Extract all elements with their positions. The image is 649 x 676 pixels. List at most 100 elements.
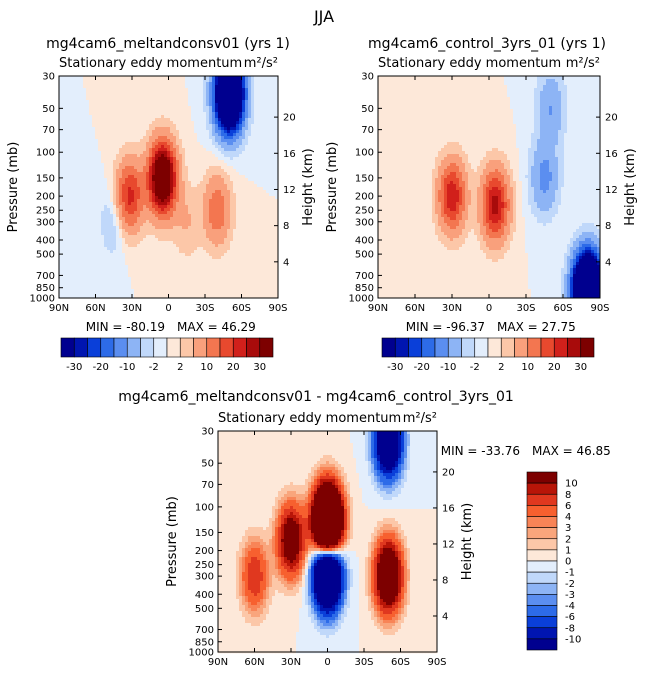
field-cell <box>194 184 198 188</box>
field-cell <box>80 223 84 227</box>
field-cell <box>149 256 153 260</box>
field-cell <box>89 229 93 233</box>
field-cell <box>134 160 138 164</box>
field-cell <box>236 193 240 197</box>
field-cell <box>242 274 246 278</box>
field-cell <box>164 262 168 266</box>
field-cell <box>104 223 108 227</box>
field-cell <box>110 82 114 86</box>
field-cell <box>215 196 219 200</box>
field-cell <box>110 271 114 275</box>
field-cell <box>125 127 129 131</box>
field-cell <box>59 229 63 233</box>
field-cell <box>179 232 183 236</box>
field-cell <box>80 157 84 161</box>
field-cell <box>200 220 204 224</box>
field-cell <box>119 211 123 215</box>
field-cell <box>95 79 99 83</box>
field-cell <box>149 100 153 104</box>
field-cell <box>128 265 132 269</box>
field-cell <box>236 268 240 272</box>
field-cell <box>170 112 174 116</box>
field-cell <box>131 220 135 224</box>
field-cell <box>263 247 267 251</box>
field-cell <box>116 79 120 83</box>
field-cell <box>131 208 135 212</box>
field-cell <box>197 271 201 275</box>
field-cell <box>140 268 144 272</box>
field-cell <box>212 145 216 149</box>
field-cell <box>176 85 180 89</box>
field-cell <box>224 199 228 203</box>
field-cell <box>188 103 192 107</box>
field-cell <box>155 202 159 206</box>
field-cell <box>236 91 240 95</box>
field-cell <box>260 136 264 140</box>
field-cell <box>257 190 261 194</box>
field-cell <box>185 262 189 266</box>
field-cell <box>176 136 180 140</box>
field-cell <box>161 139 165 143</box>
field-cell <box>260 193 264 197</box>
field-cell <box>179 265 183 269</box>
field-cell <box>221 157 225 161</box>
field-cell <box>65 121 69 125</box>
field-cell <box>266 229 270 233</box>
field-cell <box>107 157 111 161</box>
field-cell <box>122 226 126 230</box>
field-cell <box>83 220 87 224</box>
field-cell <box>248 121 252 125</box>
field-cell <box>119 268 123 272</box>
field-cell <box>128 235 132 239</box>
field-cell <box>206 187 210 191</box>
field-cell <box>101 148 105 152</box>
field-cell <box>77 94 81 98</box>
field-cell <box>65 154 69 158</box>
field-cell <box>140 127 144 131</box>
field-cell <box>71 235 75 239</box>
field-cell <box>68 235 72 239</box>
field-cell <box>230 211 234 215</box>
field-cell <box>104 151 108 155</box>
field-cell <box>167 145 171 149</box>
field-cell <box>233 148 237 152</box>
field-cell <box>101 277 105 281</box>
field-cell <box>200 130 204 134</box>
field-cell <box>152 277 156 281</box>
field-cell <box>233 196 237 200</box>
field-cell <box>206 250 210 254</box>
field-cell <box>107 217 111 221</box>
field-cell <box>92 193 96 197</box>
field-cell <box>206 175 210 179</box>
field-cell <box>83 85 87 89</box>
field-cell <box>143 280 147 284</box>
field-cell <box>251 115 255 119</box>
field-cell <box>200 187 204 191</box>
field-cell <box>143 82 147 86</box>
field-cell <box>206 130 210 134</box>
field-cell <box>167 274 171 278</box>
field-cell <box>275 262 279 266</box>
field-cell <box>155 82 159 86</box>
field-cell <box>113 157 117 161</box>
field-cell <box>143 115 147 119</box>
field-cell <box>239 124 243 128</box>
field-cell <box>134 262 138 266</box>
field-cell <box>185 79 189 83</box>
field-cell <box>224 238 228 242</box>
field-cell <box>236 181 240 185</box>
field-cell <box>272 172 276 176</box>
field-cell <box>206 202 210 206</box>
field-cell <box>236 262 240 266</box>
field-cell <box>68 133 72 137</box>
field-cell <box>122 112 126 116</box>
field-cell <box>227 91 231 95</box>
field-cell <box>68 151 72 155</box>
field-cell <box>263 82 267 86</box>
field-cell <box>239 130 243 134</box>
field-cell <box>188 235 192 239</box>
field-cell <box>140 124 144 128</box>
field-cell <box>98 211 102 215</box>
field-cell <box>194 82 198 86</box>
field-cell <box>260 211 264 215</box>
